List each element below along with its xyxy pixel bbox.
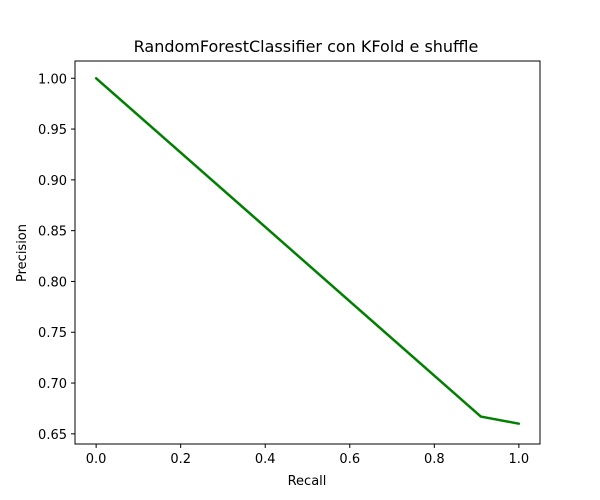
x-tick-label: 0.8 [424, 452, 445, 467]
y-tick-label: 1.00 [38, 72, 67, 87]
pr-curve-line [94, 77, 521, 425]
x-tick-label: 0.6 [339, 452, 360, 467]
y-tick-label: 0.70 [38, 377, 67, 392]
y-tick-label: 0.95 [38, 123, 67, 138]
x-tick-label: 0.2 [170, 452, 191, 467]
y-axis-label: Precision [15, 224, 30, 282]
chart-title: RandomForestClassifier con KFold e shuff… [134, 37, 479, 56]
y-axis: 0.65 0.70 0.75 0.80 0.85 0.90 0.95 1.00 [38, 72, 75, 443]
x-tick-label: 0.4 [255, 452, 276, 467]
y-tick-label: 0.80 [38, 275, 67, 290]
series-layer [94, 77, 521, 425]
x-tick-label: 0.0 [86, 452, 107, 467]
y-tick-label: 0.90 [38, 174, 67, 189]
x-tick-label: 1.0 [509, 452, 530, 467]
y-tick-label: 0.85 [38, 225, 67, 240]
y-tick-label: 0.65 [38, 428, 67, 443]
plot-frame [74, 60, 541, 445]
x-axis-label: Recall [288, 474, 327, 489]
y-tick-label: 0.75 [38, 326, 67, 341]
plot-area [74, 60, 541, 445]
x-axis: 0.0 0.2 0.4 0.6 0.8 1.0 [86, 444, 529, 467]
